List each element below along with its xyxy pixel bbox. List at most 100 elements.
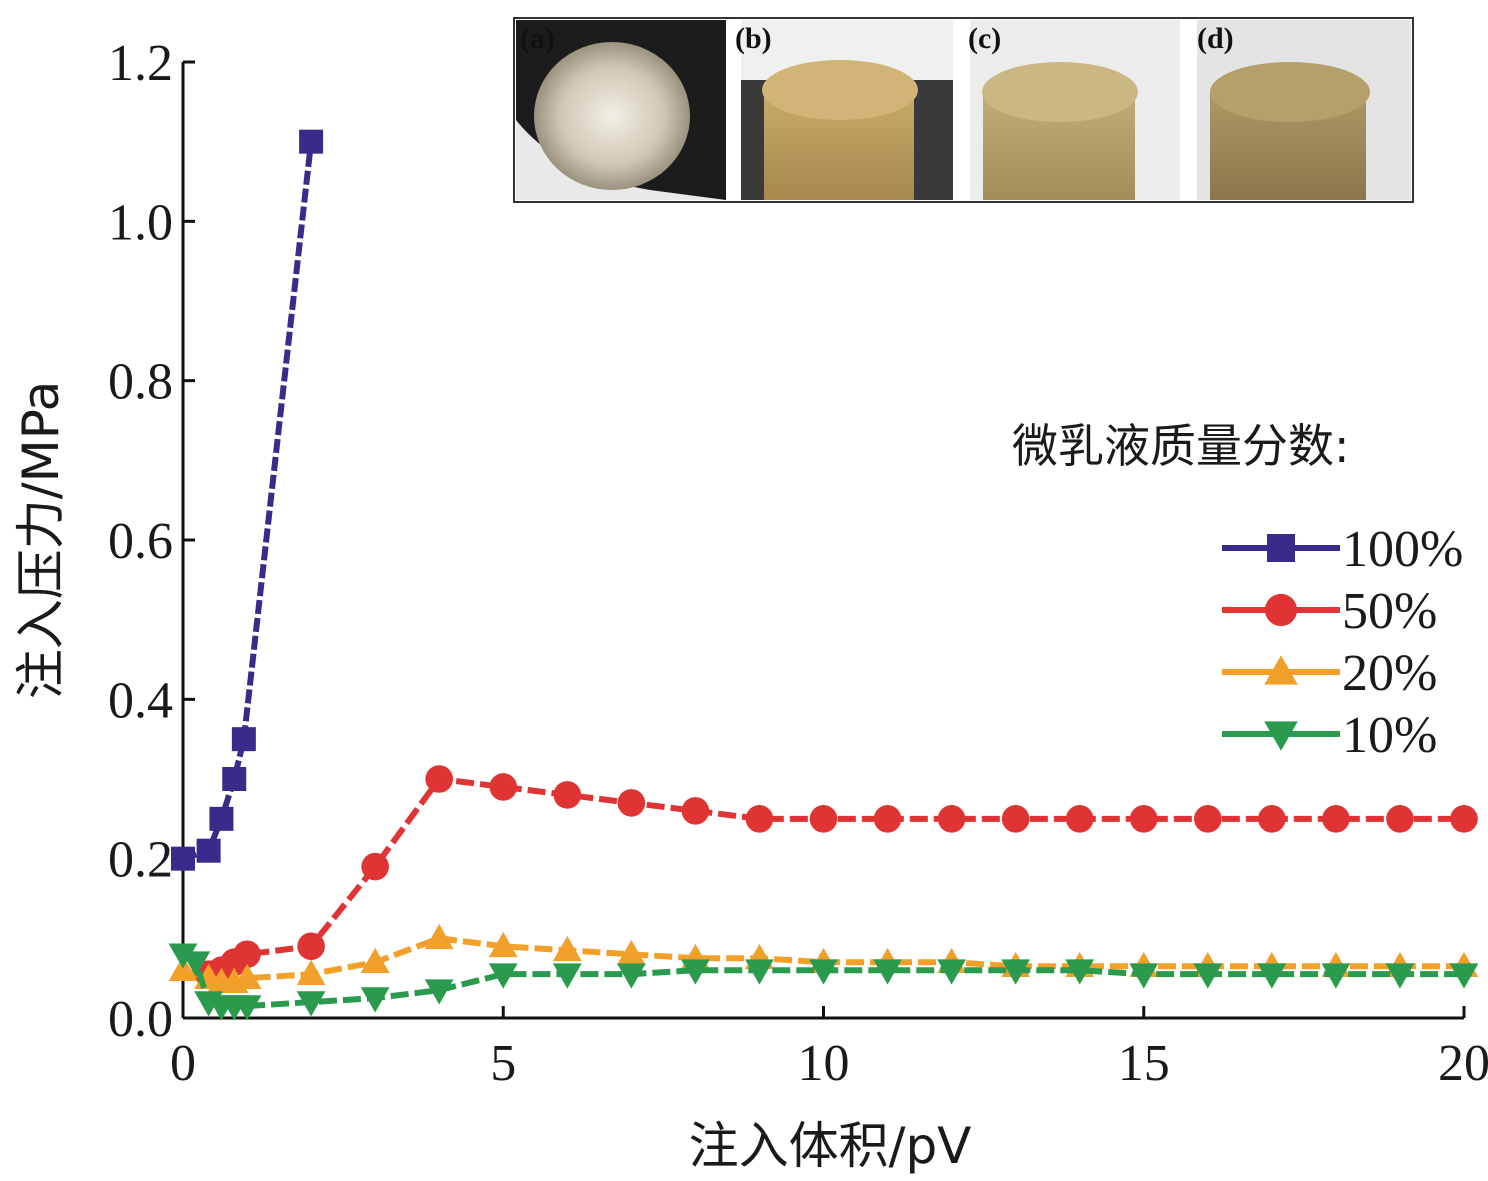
data-point <box>1065 959 1095 985</box>
data-point <box>617 789 646 817</box>
data-point <box>360 947 390 974</box>
data-point <box>681 797 710 825</box>
data-point <box>1258 805 1286 833</box>
x-tick-label: 0 <box>170 1035 196 1092</box>
data-point <box>196 838 221 863</box>
data-point <box>360 987 390 1013</box>
data-point <box>1193 963 1223 989</box>
x-tick-label: 10 <box>798 1035 850 1092</box>
data-point <box>1449 963 1479 989</box>
y-tick-label: 0.0 <box>108 991 173 1048</box>
data-point <box>937 805 966 833</box>
data-point <box>1001 805 1030 833</box>
data-point <box>297 932 325 961</box>
data-point <box>361 852 389 881</box>
data-point <box>1322 805 1350 833</box>
inset-panel-d: (d) <box>1197 20 1411 200</box>
series-0 <box>171 129 324 871</box>
data-point <box>1385 963 1415 989</box>
data-point <box>1321 963 1351 989</box>
inset-panel-a: (a) <box>516 20 726 200</box>
y-tick-label: 1.0 <box>108 194 173 251</box>
data-point <box>1257 963 1287 989</box>
inset-label-c: (c) <box>968 22 1001 55</box>
legend-marker <box>1264 721 1298 751</box>
data-point <box>425 765 454 793</box>
data-point <box>168 943 198 969</box>
legend-item: 50% <box>1222 583 1437 640</box>
legend-label: 20% <box>1342 645 1437 702</box>
y-tick-label: 0.4 <box>108 672 173 729</box>
data-point <box>745 805 774 833</box>
inset-panel-b: (b) <box>735 20 953 200</box>
data-point <box>232 995 262 1021</box>
y-axis-title: 注入压力/MPa <box>12 381 70 700</box>
data-point <box>296 991 326 1017</box>
y-tick-label: 0.8 <box>108 354 173 411</box>
data-point <box>1129 963 1159 989</box>
data-point <box>552 935 582 962</box>
x-tick-label: 15 <box>1118 1035 1170 1092</box>
data-point <box>616 939 646 966</box>
series-3 <box>168 943 1479 1021</box>
legend-label: 50% <box>1342 583 1437 640</box>
data-point <box>209 806 234 831</box>
data-point <box>873 805 902 833</box>
inset-label-b: (b) <box>735 22 772 55</box>
data-point <box>1065 805 1094 833</box>
data-point <box>489 773 518 801</box>
y-tick-label: 0.6 <box>108 513 173 570</box>
series-1 <box>194 765 1478 988</box>
inset-photos: (a) (b) (c) (d) <box>513 17 1414 203</box>
inset-label-a: (a) <box>520 22 555 55</box>
data-point <box>552 963 582 989</box>
legend-item: 100% <box>1222 521 1463 578</box>
data-point <box>1001 959 1031 985</box>
data-point <box>681 959 710 985</box>
data-point <box>232 963 262 989</box>
data-point <box>488 963 518 989</box>
data-point <box>171 846 195 871</box>
data-point <box>1129 805 1158 833</box>
data-point <box>424 979 454 1005</box>
data-point <box>616 963 646 989</box>
legend-marker <box>1267 534 1295 562</box>
data-point <box>1386 805 1414 833</box>
data-point <box>424 923 454 950</box>
y-tick-label: 1.2 <box>108 35 173 92</box>
legend-marker <box>1264 593 1298 627</box>
series-layer <box>168 129 1479 1021</box>
data-point <box>1450 805 1478 833</box>
legend-marker <box>1264 655 1298 685</box>
x-tick-label: 5 <box>490 1035 516 1092</box>
inset-label-d: (d) <box>1197 22 1234 55</box>
data-point <box>553 781 582 809</box>
data-point <box>809 959 838 985</box>
x-tick-label: 20 <box>1438 1035 1488 1092</box>
legend-title: 微乳液质量分数: <box>1012 419 1350 473</box>
data-point <box>233 940 261 969</box>
data-point <box>296 959 326 985</box>
data-point <box>231 727 256 752</box>
data-point <box>873 959 902 985</box>
data-point <box>222 767 247 791</box>
x-ticks: 0 5 10 15 20 <box>170 1006 1488 1092</box>
legend-label: 100% <box>1342 521 1463 578</box>
legend-label: 10% <box>1342 707 1437 764</box>
legend-item: 20% <box>1222 645 1437 702</box>
y-ticks: 0.0 0.2 0.4 0.6 0.8 1.0 1.2 <box>108 35 195 1048</box>
data-point <box>937 959 966 985</box>
data-point <box>488 931 518 958</box>
legend-item: 10% <box>1222 707 1437 764</box>
data-point <box>809 805 838 833</box>
data-point <box>181 951 211 977</box>
legend: 微乳液质量分数: 100%50%20%10% <box>1012 419 1463 764</box>
data-point <box>745 959 774 985</box>
data-point <box>299 129 324 154</box>
inset-panel-c: (c) <box>968 20 1180 200</box>
y-tick-label: 0.2 <box>108 832 173 889</box>
legend-items: 100%50%20%10% <box>1222 521 1463 764</box>
data-point <box>1194 805 1222 833</box>
x-axis-title: 注入体积/pV <box>689 1117 972 1175</box>
